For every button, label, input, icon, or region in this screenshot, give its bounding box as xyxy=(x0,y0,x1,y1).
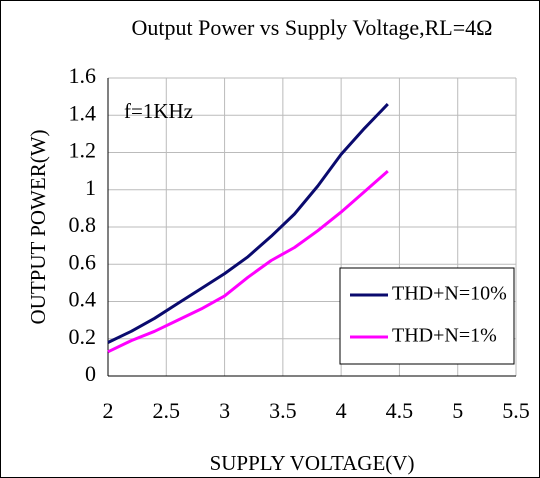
y-tick-label: 0.4 xyxy=(69,287,97,312)
legend-box xyxy=(339,267,515,365)
x-tick-label: 4.5 xyxy=(386,398,414,423)
y-tick-label: 0 xyxy=(85,361,96,386)
x-tick-label: 2 xyxy=(103,398,114,423)
x-tick-label: 5.5 xyxy=(502,398,530,423)
y-tick-label: 1.2 xyxy=(69,138,97,163)
y-tick-label: 1.4 xyxy=(69,100,97,125)
y-tick-label: 0.2 xyxy=(69,324,97,349)
y-tick-label: 1.6 xyxy=(69,63,97,88)
line-series xyxy=(107,103,389,344)
x-tick-label: 2.5 xyxy=(153,398,181,423)
x-tick-label: 3 xyxy=(219,398,230,423)
y-axis-label: OUTPUT POWER(W) xyxy=(26,129,50,324)
line-series xyxy=(107,169,389,354)
y-tick-label: 0.6 xyxy=(69,249,97,274)
y-tick-label: 1 xyxy=(85,175,96,200)
x-tick-label: 3.5 xyxy=(269,398,297,423)
x-axis-label: SUPPLY VOLTAGE(V) xyxy=(210,451,415,475)
chart-title: Output Power vs Supply Voltage,RL=4Ω xyxy=(131,15,492,40)
legend-label: THD+N=1% xyxy=(392,325,497,347)
x-tick-label: 5 xyxy=(452,398,463,423)
legend-label: THD+N=10% xyxy=(392,283,507,305)
annotation: f=1KHz xyxy=(124,99,193,123)
y-tick-label: 0.8 xyxy=(69,212,97,237)
x-tick-label: 4 xyxy=(336,398,347,423)
